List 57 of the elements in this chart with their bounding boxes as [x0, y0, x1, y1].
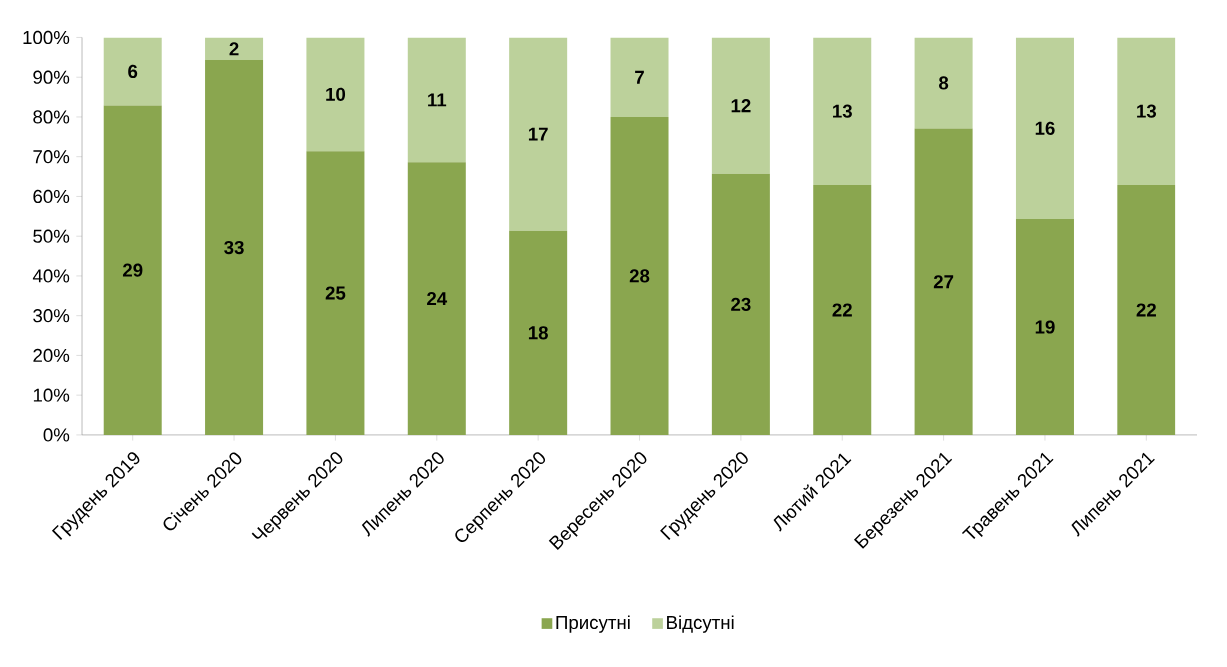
bar [610, 117, 669, 435]
annotation: 29 [122, 263, 143, 277]
bar [407, 37, 466, 163]
y-tick-label: 80% [33, 110, 70, 124]
bar [1015, 219, 1074, 435]
legend-label: Відсутні [667, 615, 734, 633]
annotation: 22 [1136, 303, 1156, 317]
bar [509, 37, 568, 231]
bar [1117, 185, 1176, 435]
annotation: 2 [229, 42, 239, 56]
y-tick-label: 10% [33, 388, 70, 402]
y-tick-label: 90% [33, 70, 70, 84]
annotation: 13 [1137, 104, 1157, 118]
bar [914, 37, 973, 129]
bar [205, 37, 264, 61]
annotation: 27 [933, 275, 954, 289]
legend-label: Присутні [556, 615, 630, 633]
y-tick-label: 70% [33, 150, 70, 164]
annotation: 8 [939, 76, 949, 90]
bar [711, 173, 770, 435]
annotation: 17 [528, 127, 548, 141]
annotation: 18 [528, 326, 548, 340]
annotation: 6 [128, 64, 138, 79]
bar [1117, 37, 1176, 185]
bar [407, 162, 466, 435]
annotation: 13 [833, 104, 852, 118]
annotation: 19 [1035, 320, 1055, 334]
bar [103, 105, 162, 435]
bar [103, 37, 162, 106]
annotation: 22 [832, 303, 852, 317]
bar [711, 37, 770, 174]
bar [306, 151, 365, 435]
annotation: 10 [326, 87, 346, 101]
annotation: 24 [427, 292, 448, 306]
bar [205, 60, 264, 435]
bar [813, 185, 872, 435]
annotation: 25 [325, 286, 346, 300]
annotation: 16 [1035, 121, 1055, 135]
bar [1015, 37, 1074, 220]
bar [509, 230, 568, 435]
y-tick-label: 30% [33, 309, 70, 323]
annotation: 28 [629, 269, 650, 283]
annotation: 7 [635, 70, 644, 84]
bar [610, 37, 669, 118]
y-tick-label: 20% [33, 348, 70, 363]
annotation: 23 [731, 297, 751, 312]
y-tick-label: 0% [43, 428, 70, 442]
annotation: 12 [731, 99, 751, 113]
bar [813, 37, 872, 185]
y-tick-label: 100% [23, 30, 70, 45]
y-tick-label: 60% [33, 189, 70, 204]
bar [914, 128, 973, 435]
annotation: 11 [428, 93, 447, 107]
y-tick-label: 50% [33, 229, 70, 243]
y-tick-label: 40% [32, 269, 70, 283]
annotation: 33 [224, 240, 244, 255]
bar [306, 37, 365, 152]
